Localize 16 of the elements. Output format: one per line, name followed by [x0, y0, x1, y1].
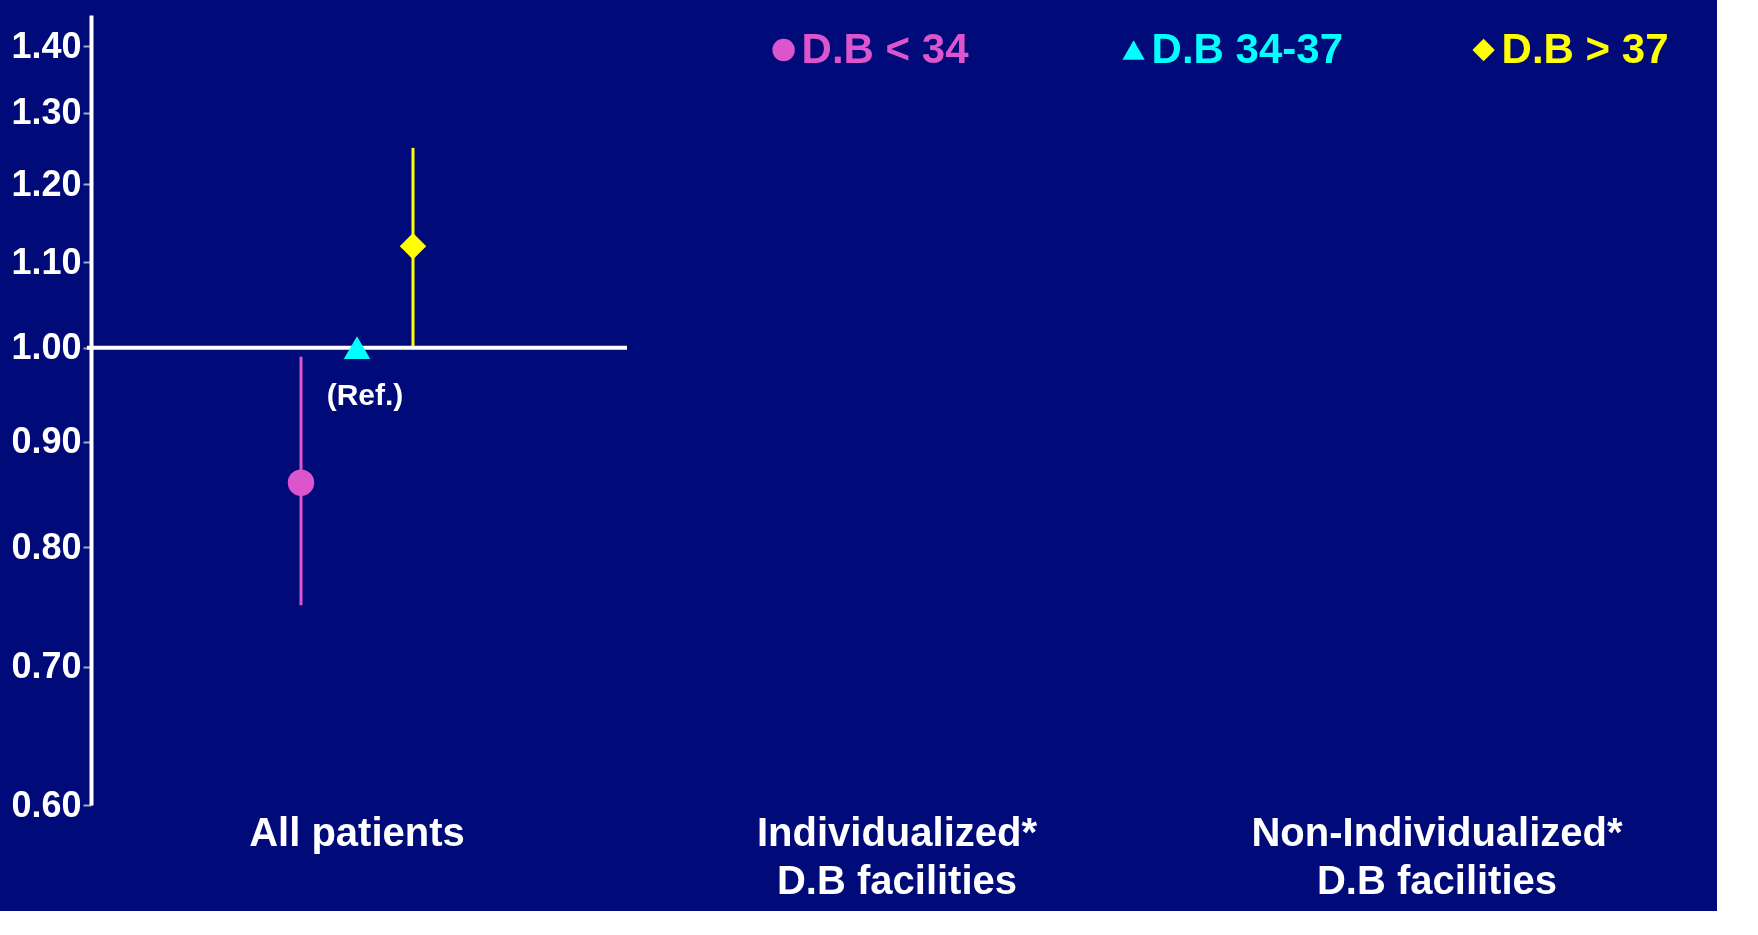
y-tick-label: 1.30: [11, 91, 82, 133]
y-tick-label: 1.20: [11, 162, 82, 204]
annotation: (Ref.): [326, 377, 404, 411]
y-tick-label: 1.40: [11, 24, 82, 66]
legend-label: D.B 34-37: [1151, 25, 1344, 72]
x-tick-label: Non-Individualized* D.B facilities: [1251, 809, 1623, 902]
x-tick-label: Individualized* D.B facilities: [756, 809, 1038, 902]
legend-label: D.B < 34: [801, 25, 970, 72]
y-tick-label: 0.70: [11, 645, 82, 687]
y-tick-label: 1.10: [11, 240, 82, 282]
y-tick-label: 0.90: [11, 420, 82, 462]
legend-label: D.B > 37: [1501, 25, 1669, 72]
x-tick-label: All patients: [249, 809, 465, 854]
y-tick-label: 0.60: [11, 783, 82, 825]
y-tick-label: 1.00: [11, 326, 82, 368]
y-tick-label: 0.80: [11, 525, 82, 567]
